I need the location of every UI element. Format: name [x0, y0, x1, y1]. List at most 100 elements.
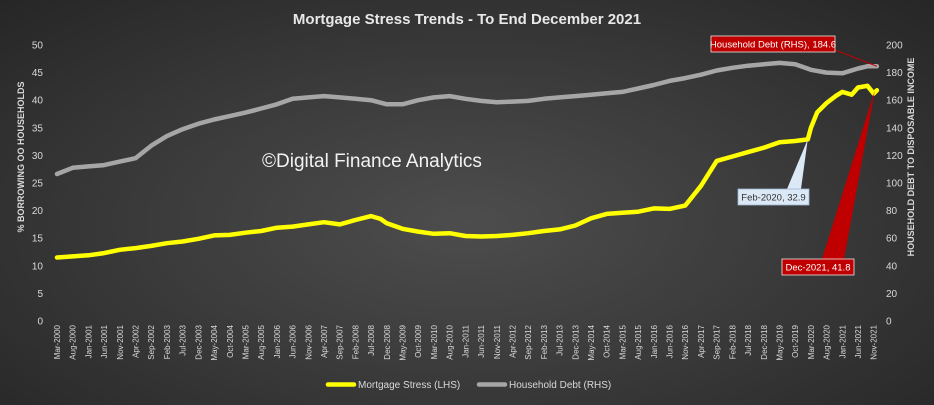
x-tick: Mar-2010 [430, 324, 439, 359]
x-tick-label: Jan-2011 [461, 324, 470, 357]
x-tick-label: Jun-2011 [477, 324, 486, 357]
x-tick: Aug-2015 [634, 324, 643, 359]
x-tick-label: Oct-2004 [226, 324, 235, 357]
x-tick: Oct-2009 [414, 324, 423, 357]
x-tick: Aug-2010 [446, 324, 455, 359]
annotation-layer: Household Debt (RHS), 184.6 Feb-2020, 32.… [710, 35, 878, 276]
x-tick: Oct-2014 [603, 324, 612, 357]
x-tick: Jun-2006 [289, 324, 298, 358]
x-tick-label: Aug-2020 [823, 324, 832, 359]
mortgage-stress-line [54, 83, 880, 260]
x-tick: Nov-2021 [870, 324, 879, 359]
left-tick-label: 25 [32, 179, 44, 190]
x-tick: Jun-2021 [854, 324, 863, 358]
x-tick-label: Jan-2006 [273, 324, 282, 358]
feb-2020-callout-pointer [787, 139, 808, 189]
x-tick-label: Mar-2010 [430, 324, 439, 359]
household-debt-callout-leader [834, 49, 878, 67]
x-tick-label: Sep-2017 [713, 324, 722, 359]
x-tick-label: Aug-2000 [69, 324, 78, 359]
x-tick-label: Jun-2006 [289, 324, 298, 358]
x-tick-label: Oct-2014 [603, 324, 612, 357]
x-tick: Oct-2019 [791, 324, 800, 357]
legend: Mortgage Stress (LHS) Household Debt (RHS… [325, 380, 611, 391]
right-tick-label: 140 [886, 123, 903, 134]
x-tick: Apr-2007 [320, 324, 329, 357]
dec-2021-callout-label: Dec-2021, 41.8 [786, 263, 851, 274]
x-tick-label: Oct-2009 [414, 324, 423, 357]
x-tick: Apr-2002 [132, 324, 141, 357]
left-tick-label: 30 [32, 151, 44, 162]
x-tick: Mar-2020 [807, 324, 816, 359]
x-tick-label: Nov-2001 [116, 324, 125, 359]
x-tick-label: Dec-2008 [383, 324, 392, 359]
x-tick-label: May-2004 [210, 324, 219, 360]
x-tick-label: Jan-2001 [84, 324, 93, 358]
x-tick: May-2014 [587, 324, 596, 360]
x-tick: Mar-2005 [241, 324, 250, 359]
x-tick: Feb-2013 [540, 324, 549, 359]
household-debt-line [54, 60, 880, 177]
x-tick-label: Jun-2001 [100, 324, 109, 358]
right-axis-ticks: 0 20 40 60 80 100 120 140 160 180 200 [886, 41, 903, 328]
x-tick-label: Oct-2019 [791, 324, 800, 357]
x-tick: Aug-2020 [823, 324, 832, 359]
right-tick-label: 120 [886, 151, 903, 162]
left-axis-title: % BORROWING OO HOUSEHOLDS [16, 81, 26, 232]
x-tick-label: Jun-2016 [666, 324, 675, 358]
right-tick-label: 180 [886, 68, 903, 79]
x-tick: Oct-2004 [226, 324, 235, 357]
x-tick: Dec-2018 [760, 324, 769, 359]
x-tick: Dec-2013 [571, 324, 580, 359]
x-tick: Dec-2003 [194, 324, 203, 359]
x-tick: Feb-2018 [728, 324, 737, 359]
x-tick-label: Feb-2008 [351, 324, 360, 359]
x-tick: Nov-2006 [304, 324, 313, 359]
x-axis-ticks: Mar-2000 Aug-2000 Jan-2001 Jun-2001 Nov-2001… [53, 324, 879, 360]
x-tick-label: May-2014 [587, 324, 596, 360]
left-tick-label: 5 [37, 289, 43, 300]
x-tick-label: Jul-2013 [556, 324, 565, 355]
x-tick-label: Jul-2018 [744, 324, 753, 355]
x-tick-label: Nov-2021 [870, 324, 879, 359]
chart-title: Mortgage Stress Trends - To End December… [293, 11, 641, 28]
right-tick-label: 40 [886, 261, 898, 272]
left-tick-label: 0 [37, 317, 43, 328]
x-tick-label: Feb-2003 [163, 324, 172, 359]
x-tick-label: Apr-2012 [508, 324, 517, 357]
x-tick-label: Jul-2003 [179, 324, 188, 355]
x-tick: Jan-2016 [650, 324, 659, 358]
x-tick-label: Sep-2002 [147, 324, 156, 359]
x-tick: May-2009 [399, 324, 408, 360]
left-tick-label: 50 [32, 41, 44, 52]
left-tick-label: 15 [32, 234, 44, 245]
x-tick-label: Dec-2018 [760, 324, 769, 359]
right-tick-label: 80 [886, 206, 898, 217]
x-tick-label: Aug-2010 [446, 324, 455, 359]
x-tick-label: Mar-2005 [241, 324, 250, 359]
dec-2021-callout-box [781, 258, 855, 276]
x-tick-label: Apr-2007 [320, 324, 329, 357]
right-tick-label: 20 [886, 289, 898, 300]
x-tick-label: Apr-2017 [697, 324, 706, 357]
feb-2020-callout-box [737, 188, 810, 206]
left-tick-label: 45 [32, 68, 44, 79]
x-tick-label: Sep-2007 [336, 324, 345, 359]
x-tick-label: Feb-2013 [540, 324, 549, 359]
x-tick-label: May-2009 [399, 324, 408, 360]
x-tick: Sep-2002 [147, 324, 156, 359]
x-tick: Aug-2005 [257, 324, 266, 359]
right-tick-label: 0 [886, 317, 892, 328]
left-tick-label: 40 [32, 96, 44, 107]
x-tick-label: Jun-2021 [854, 324, 863, 358]
x-tick-label: Mar-2015 [618, 324, 627, 359]
x-tick: May-2004 [210, 324, 219, 360]
x-tick-label: May-2019 [775, 324, 784, 360]
x-tick: Feb-2003 [163, 324, 172, 359]
x-tick-label: Jan-2021 [838, 324, 847, 358]
x-tick: Jun-2016 [666, 324, 675, 358]
x-tick-label: Nov-2006 [304, 324, 313, 359]
x-tick: Sep-2007 [336, 324, 345, 359]
